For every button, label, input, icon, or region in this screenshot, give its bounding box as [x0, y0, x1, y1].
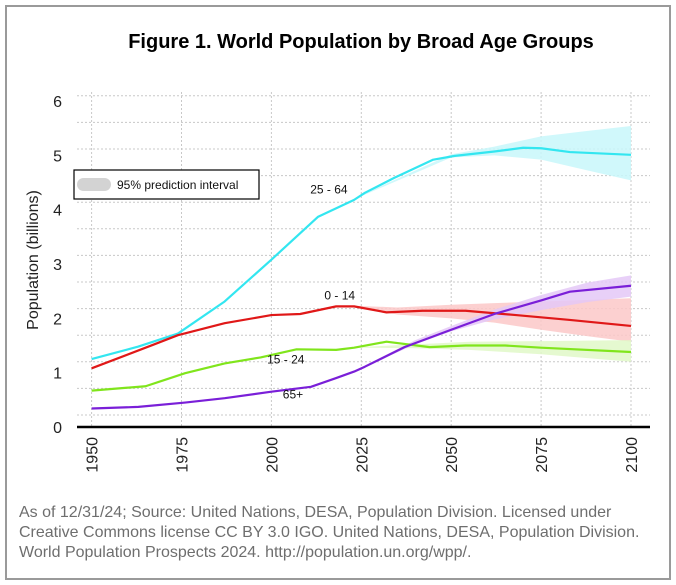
series-label-2564: 25 - 64 — [310, 182, 348, 196]
gridlines — [77, 92, 650, 427]
y-tick-label: 6 — [53, 94, 62, 111]
prediction-band-1524 — [357, 340, 631, 362]
y-tick-label: 5 — [53, 148, 62, 165]
y-tick-label: 0 — [53, 420, 62, 437]
source-caption: As of 12/31/24; Source: United Nations, … — [19, 504, 640, 561]
series-label-1524: 15 - 24 — [267, 352, 305, 366]
prediction-band-65plus — [357, 275, 631, 370]
legend: 95% prediction interval — [73, 169, 260, 200]
series-lines — [91, 146, 632, 410]
y-tick-label: 4 — [53, 203, 62, 220]
y-axis-label: Population (billions) — [25, 190, 42, 330]
legend-label-prediction-interval: 95% prediction interval — [117, 178, 238, 192]
prediction-band-2564 — [357, 125, 631, 198]
x-tick-label: 2075 — [534, 437, 551, 473]
legend-swatch-prediction-interval — [77, 178, 111, 191]
y-tick-label: 2 — [53, 311, 62, 328]
series-labels: 25 - 64 0 - 14 15 - 24 65+ — [267, 182, 355, 401]
series-line-014 — [91, 305, 632, 370]
x-tick-label: 2100 — [624, 437, 641, 473]
prediction-band-014 — [357, 298, 631, 342]
x-tick-label: 2025 — [354, 437, 371, 473]
series-line-2564 — [91, 146, 632, 361]
y-tick-labels: 0 1 2 3 4 5 6 — [53, 94, 62, 437]
chart-title: Figure 1. World Population by Broad Age … — [128, 31, 594, 53]
series-label-014: 0 - 14 — [324, 288, 355, 302]
series-line-65plus — [91, 284, 632, 410]
figure-frame — [5, 5, 671, 580]
prediction-bands — [357, 125, 631, 370]
x-tick-labels: 1950 1975 2000 2025 2050 2075 2100 — [85, 437, 641, 473]
series-line-1524 — [91, 340, 632, 392]
y-tick-label: 1 — [53, 366, 62, 383]
x-tick-label: 1950 — [85, 437, 102, 473]
y-tick-label: 3 — [53, 257, 62, 274]
series-label-65plus: 65+ — [283, 388, 303, 402]
x-tick-label: 1975 — [175, 437, 192, 473]
x-tick-label: 2000 — [264, 437, 281, 473]
x-tick-label: 2050 — [444, 437, 461, 473]
